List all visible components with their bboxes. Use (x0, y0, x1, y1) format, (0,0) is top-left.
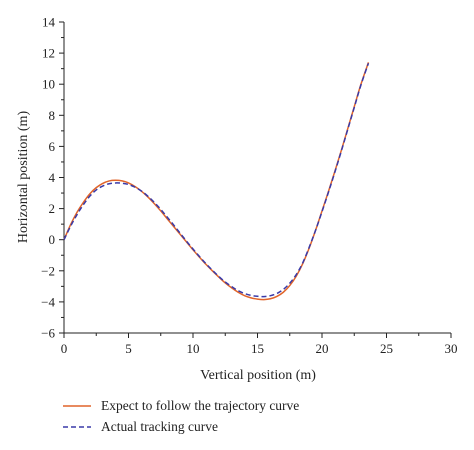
x-tick-label: 20 (316, 341, 329, 356)
legend-label-actual: Actual tracking curve (101, 419, 218, 434)
y-tick-label: −6 (41, 326, 55, 341)
y-tick-label: 6 (49, 139, 56, 154)
x-tick-label: 15 (251, 341, 264, 356)
x-tick-label: 30 (445, 341, 458, 356)
y-tick-label: 2 (49, 201, 56, 216)
y-tick-label: 4 (49, 170, 56, 185)
y-tick-label: 0 (49, 232, 56, 247)
plot-frame (63, 22, 451, 334)
x-tick-label: 25 (380, 341, 393, 356)
y-tick-label: −4 (41, 294, 55, 309)
y-axis-label: Horizontal position (m) (16, 111, 31, 244)
x-tick-label: 0 (61, 341, 68, 356)
y-tick-label: −2 (41, 263, 55, 278)
y-tick-label: 12 (42, 46, 55, 61)
y-tick-label: 10 (42, 77, 55, 92)
y-tick-label: 8 (49, 108, 56, 123)
x-tick-label: 10 (187, 341, 200, 356)
y-axis-ticks: −6 −4 −2 0 2 4 6 8 10 12 14 (41, 15, 64, 341)
legend-label-expected: Expect to follow the trajectory curve (101, 398, 299, 413)
series-line-actual (63, 62, 370, 298)
x-axis-ticks: 0 5 10 15 20 25 30 (61, 333, 458, 356)
x-axis-label: Vertical position (m) (200, 368, 316, 383)
x-tick-label: 5 (125, 341, 132, 356)
series-layer (63, 62, 370, 301)
y-tick-label: 14 (42, 15, 56, 30)
legend: Expect to follow the trajectory curve Ac… (63, 398, 299, 434)
series-line-expected (63, 62, 370, 301)
